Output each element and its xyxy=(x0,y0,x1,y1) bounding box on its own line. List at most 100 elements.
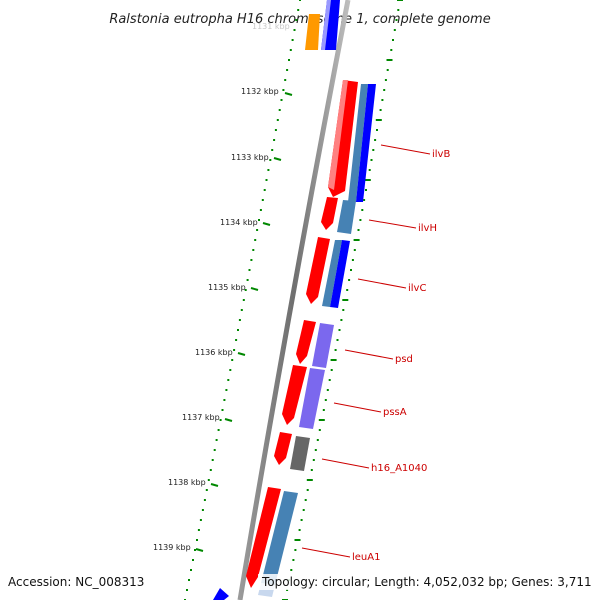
cds-arrow[interactable] xyxy=(296,320,316,364)
tick-mark xyxy=(274,129,277,131)
tick-mark xyxy=(261,199,264,201)
tick-mark xyxy=(267,169,270,171)
gene-group-h16-A1040[interactable] xyxy=(274,432,310,471)
leader-line-h16-A1040 xyxy=(321,458,370,469)
tick-mark xyxy=(254,239,257,241)
tick-mark xyxy=(252,249,255,251)
gene-label-h16-A1040[interactable]: h16_A1040 xyxy=(371,463,427,474)
tick-mark xyxy=(346,289,349,291)
tick-mark xyxy=(294,539,301,541)
gene-label-ilvC[interactable]: ilvC xyxy=(408,283,426,294)
gene-arrow-steelblue[interactable] xyxy=(261,491,298,585)
outer-tick-ring xyxy=(282,0,403,600)
tick-mark xyxy=(297,9,300,11)
gene-arrow-steelblue[interactable] xyxy=(322,240,342,307)
tick-mark xyxy=(334,349,337,351)
gene-labels: ilvB ilvH ilvC psd pssA h16_A1040 leuA1 xyxy=(352,149,450,563)
gene-group-pssA[interactable] xyxy=(282,365,325,429)
tick-mark xyxy=(370,159,373,161)
kbp-label-1132: 1132 kbp xyxy=(241,87,279,96)
kbp-label-1136: 1136 kbp xyxy=(195,348,233,357)
tick-mark xyxy=(199,519,202,521)
cds-arrow[interactable] xyxy=(306,237,330,304)
tick-mark xyxy=(397,9,400,11)
gene-group-ilvH[interactable] xyxy=(321,197,356,234)
cds-arrow[interactable] xyxy=(246,487,281,588)
gene-leader-lines xyxy=(301,144,431,558)
tick-mark xyxy=(318,419,325,421)
tick-mark xyxy=(291,39,294,41)
tick-mark xyxy=(246,279,249,281)
gene-group-psd[interactable] xyxy=(296,320,334,368)
cds-arrow[interactable] xyxy=(274,432,292,465)
tick-mark xyxy=(276,119,279,121)
tick-mark xyxy=(244,289,247,291)
tick-mark xyxy=(353,249,356,251)
kbp-tick xyxy=(195,548,204,552)
tick-mark xyxy=(221,409,224,411)
tick-mark xyxy=(192,559,194,561)
tick-mark xyxy=(312,459,315,461)
tick-mark xyxy=(310,469,313,471)
leader-line-ilvB xyxy=(380,144,431,155)
topology-backdrop xyxy=(258,574,596,590)
tick-mark xyxy=(293,29,296,31)
tick-mark xyxy=(205,489,208,491)
tick-mark xyxy=(330,359,337,361)
kbp-label-1139: 1139 kbp xyxy=(153,543,191,552)
tick-mark xyxy=(353,239,360,241)
accession-text: Accession: NC_008313 xyxy=(8,575,144,589)
gene-label-ilvB[interactable]: ilvB xyxy=(432,149,450,160)
tick-mark xyxy=(217,429,220,431)
genome-backbone xyxy=(237,0,351,600)
cds-arrow-highlight xyxy=(328,80,348,190)
gene-label-ilvH[interactable]: ilvH xyxy=(418,223,437,234)
tick-mark xyxy=(372,149,375,151)
tick-mark xyxy=(223,399,226,401)
tick-mark xyxy=(258,219,260,221)
gene-label-leuA1[interactable]: leuA1 xyxy=(352,552,380,563)
gene-arrow-purple[interactable] xyxy=(299,368,325,429)
gene-label-pssA[interactable]: pssA xyxy=(383,407,407,418)
gene-group-ilvB[interactable] xyxy=(328,80,376,202)
kbp-tick xyxy=(237,352,246,356)
gene-group-ilvC[interactable] xyxy=(306,237,350,308)
gene-arrow-steelblue[interactable] xyxy=(337,200,356,234)
gene-group-top[interactable] xyxy=(305,0,340,50)
kbp-label-1137: 1137 kbp xyxy=(182,413,220,422)
leader-line-leuA1 xyxy=(301,547,351,558)
tick-mark xyxy=(392,39,394,41)
tick-mark xyxy=(299,0,301,1)
tick-mark xyxy=(342,299,349,301)
tick-mark xyxy=(395,19,398,21)
tick-mark xyxy=(300,519,303,521)
cds-arrow[interactable] xyxy=(282,365,307,425)
gene-arrow-steelblue[interactable] xyxy=(348,84,368,202)
tick-mark xyxy=(240,309,243,311)
cds-arrow[interactable] xyxy=(321,197,338,230)
tick-mark xyxy=(263,189,266,191)
kbp-tick xyxy=(262,222,271,226)
kbp-tick xyxy=(284,92,293,96)
gene-arrow-orange[interactable] xyxy=(305,14,320,50)
kbp-label-1135: 1135 kbp xyxy=(208,283,246,292)
tick-mark xyxy=(340,319,343,321)
tick-mark xyxy=(229,369,232,371)
gene-arrow-blue[interactable] xyxy=(330,240,350,308)
gene-arrow-blue-bottom[interactable] xyxy=(213,588,229,600)
tick-mark xyxy=(298,529,301,531)
tick-mark xyxy=(365,189,367,191)
tick-mark xyxy=(209,469,212,471)
tick-mark xyxy=(201,509,204,511)
tick-mark xyxy=(273,139,276,141)
gene-arrow-blue[interactable] xyxy=(356,84,376,202)
tick-mark xyxy=(203,499,206,501)
tick-mark xyxy=(386,59,393,61)
tick-mark xyxy=(306,479,313,481)
gene-arrow-purple[interactable] xyxy=(312,323,334,368)
tick-mark xyxy=(256,229,259,231)
gene-label-psd[interactable]: psd xyxy=(395,354,413,365)
tick-mark xyxy=(238,319,241,321)
gene-arrow-gray[interactable] xyxy=(290,436,310,471)
